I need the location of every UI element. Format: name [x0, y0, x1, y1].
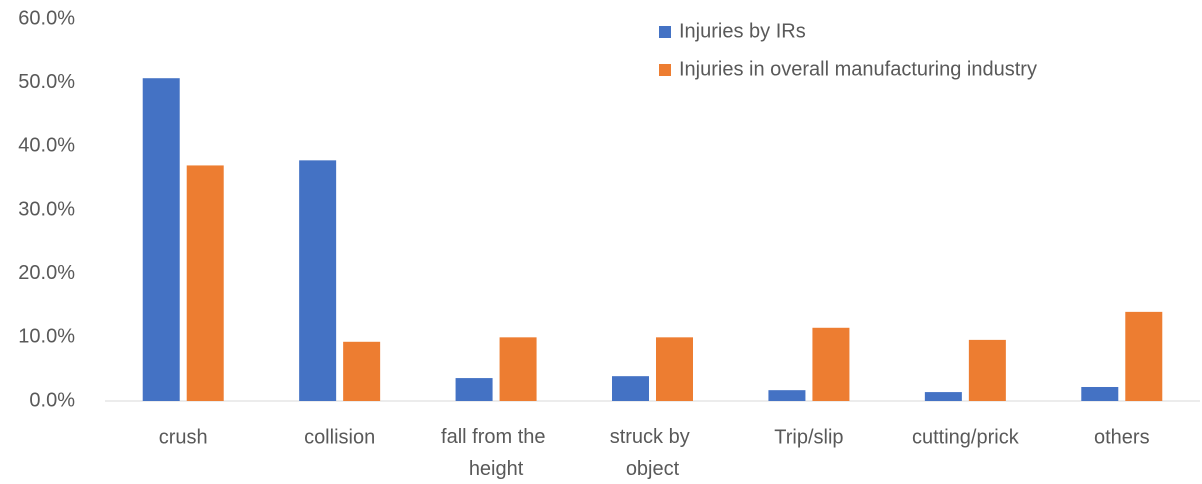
bar	[1125, 311, 1163, 401]
bar	[812, 327, 850, 401]
bar	[612, 376, 649, 401]
bar	[1081, 386, 1119, 401]
x-tick-label: Trip/slip	[774, 426, 843, 448]
x-tick-label: collision	[304, 426, 375, 448]
bar	[968, 339, 1006, 401]
bar	[768, 390, 806, 401]
bar	[924, 392, 962, 401]
bar	[343, 341, 381, 401]
y-tick-label: 0.0%	[29, 389, 75, 411]
bar	[499, 337, 537, 401]
y-tick-label: 20.0%	[18, 262, 75, 284]
y-tick-label: 10.0%	[18, 326, 75, 348]
bar	[186, 165, 224, 401]
x-tick-label: struck by object	[610, 426, 696, 480]
bar	[299, 160, 337, 401]
legend-swatch	[659, 64, 671, 76]
legend-label: Injuries in overall manufacturing indust…	[679, 58, 1037, 80]
bar	[455, 378, 493, 401]
x-tick-label: cutting/prick	[912, 426, 1020, 448]
legend-label: Injuries by IRs	[679, 20, 806, 42]
y-tick-label: 40.0%	[18, 135, 75, 157]
x-tick-label: others	[1094, 426, 1150, 448]
bar	[142, 78, 180, 402]
y-tick-label: 60.0%	[18, 7, 75, 29]
y-tick-label: 30.0%	[18, 198, 75, 220]
y-tick-label: 50.0%	[18, 71, 75, 93]
bar	[656, 337, 693, 401]
x-tick-label: fall from the height	[441, 426, 551, 480]
legend-swatch	[659, 26, 671, 38]
x-tick-label: crush	[159, 426, 208, 448]
